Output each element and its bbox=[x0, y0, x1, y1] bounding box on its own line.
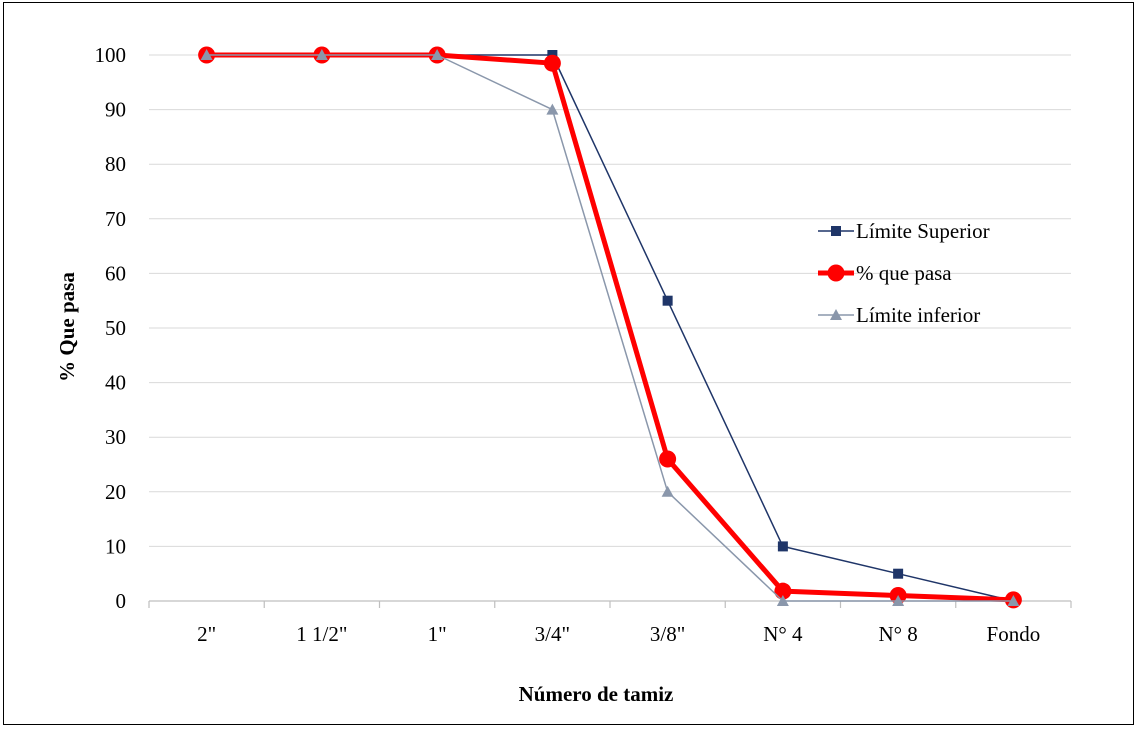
axis-layer: 0 10 20 30 40 50 60 70 80 90 100 2" 1 1/2" 1" 3/4" 3/8"… bbox=[95, 43, 1072, 646]
legend-label: Límite Superior bbox=[856, 219, 990, 243]
y-tick-label: 50 bbox=[105, 316, 126, 340]
legend-item: % que pasa bbox=[818, 261, 952, 285]
y-tick-label: 30 bbox=[105, 425, 126, 449]
data-point bbox=[661, 485, 674, 497]
y-tick-label: 70 bbox=[105, 207, 126, 231]
x-tick-label: Fondo bbox=[987, 622, 1041, 646]
data-point bbox=[662, 295, 673, 306]
y-tick-label: 100 bbox=[95, 43, 127, 67]
data-point bbox=[776, 595, 789, 606]
legend: Límite Superior % que pasa Límite inferior bbox=[818, 219, 990, 327]
legend-marker bbox=[830, 309, 842, 320]
data-point bbox=[777, 541, 788, 552]
x-tick-label: 2" bbox=[197, 622, 216, 646]
data-point bbox=[774, 582, 792, 600]
legend-marker bbox=[831, 226, 841, 236]
x-tick-label: 1" bbox=[428, 622, 447, 646]
data-point bbox=[431, 49, 444, 60]
series-layer bbox=[198, 46, 1022, 609]
x-tick-label: 1 1/2" bbox=[296, 622, 347, 646]
x-tick-label: 3/8" bbox=[650, 622, 685, 646]
x-tick-label: N° 4 bbox=[763, 622, 803, 646]
series-triangle bbox=[200, 49, 1020, 606]
data-point bbox=[543, 54, 561, 72]
y-tick-label: 40 bbox=[105, 371, 126, 395]
y-tick-label: 80 bbox=[105, 152, 126, 176]
data-point bbox=[892, 595, 905, 606]
series-circle bbox=[198, 46, 1022, 609]
data-point bbox=[546, 103, 559, 115]
y-tick-label: 90 bbox=[105, 98, 126, 122]
data-point bbox=[893, 568, 904, 579]
x-tick-label: 3/4" bbox=[535, 622, 570, 646]
legend-item: Límite Superior bbox=[818, 219, 990, 243]
data-point bbox=[315, 49, 328, 60]
x-tick-label: N° 8 bbox=[878, 622, 917, 646]
y-tick-label: 60 bbox=[105, 261, 126, 285]
series-line bbox=[206, 54, 1014, 602]
y-tick-label: 10 bbox=[105, 534, 126, 558]
legend-label: % que pasa bbox=[856, 261, 952, 285]
y-tick-label: 20 bbox=[105, 480, 126, 504]
legend-marker bbox=[827, 264, 845, 282]
data-point bbox=[659, 450, 677, 468]
y-axis-title: % Que pasa bbox=[55, 272, 79, 382]
x-axis-title: Número de tamiz bbox=[519, 682, 674, 706]
y-tick-label: 0 bbox=[116, 589, 127, 613]
legend-item: Límite inferior bbox=[818, 303, 980, 327]
data-point bbox=[200, 49, 213, 60]
data-point bbox=[1007, 595, 1020, 606]
legend-label: Límite inferior bbox=[856, 303, 980, 327]
series-line bbox=[206, 52, 1014, 603]
